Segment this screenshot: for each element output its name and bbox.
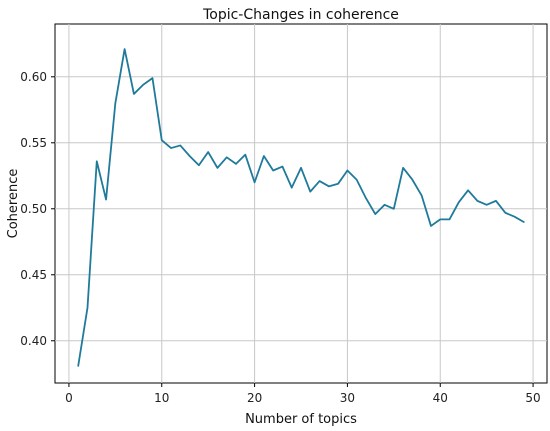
y-tick-label: 0.60: [20, 70, 47, 84]
x-tick-label: 10: [154, 391, 169, 405]
chart-title: Topic-Changes in coherence: [202, 7, 399, 23]
x-tick-label: 0: [65, 391, 73, 405]
x-tick-label: 50: [525, 391, 540, 405]
y-tick-label: 0.40: [20, 334, 47, 348]
series-layer: [77, 48, 525, 367]
y-axis-label: Coherence: [6, 169, 21, 239]
x-tick-label: 20: [247, 391, 262, 405]
x-tick-label: 40: [433, 391, 448, 405]
coherence-series-line: [77, 48, 525, 367]
y-axis-ticks: 0.40 0.45 0.50 0.55 0.60: [20, 70, 55, 348]
y-tick-label: 0.55: [20, 136, 47, 150]
x-tick-label: 30: [340, 391, 355, 405]
x-axis-ticks: 0 10 20 30 40 50: [65, 383, 541, 405]
grid: [55, 24, 547, 383]
x-axis-label: Number of topics: [245, 412, 357, 427]
y-tick-label: 0.50: [20, 202, 47, 216]
y-tick-label: 0.45: [20, 268, 47, 282]
plot-area: [54, 23, 548, 384]
